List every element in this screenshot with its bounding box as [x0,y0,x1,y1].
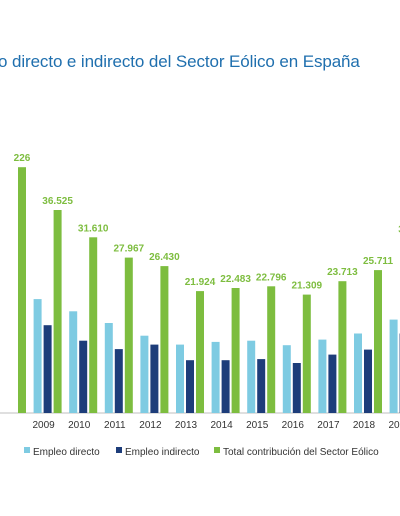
x-tick-2012: 2012 [139,420,162,431]
data-label-2019: 31.431 [398,224,400,235]
bar-2009-series-1 [43,325,52,413]
bar-2016-series-1 [292,363,301,413]
legend-label-2: Total contribución del Sector Eólico [223,447,379,458]
data-label-2009: 36.525 [42,196,73,207]
bar-2014-series-1 [221,360,230,413]
legend-label-0: Empleo directo [33,447,100,458]
x-tick-2017: 2017 [317,420,340,431]
data-label-2011: 27.967 [114,244,145,255]
bar-2018-series-2 [374,270,382,413]
bar-2015-series-2 [267,286,276,413]
bar-2012-series-2 [160,266,169,413]
bar-2012-series-0 [140,335,149,413]
bar-2015-series-0 [247,340,256,413]
chart-title: o directo e indirecto del Sector Eólico … [0,52,360,71]
bar-2018-series-0 [354,333,362,413]
bar-2019-series-0 [389,319,398,413]
legend-swatch-1 [116,447,122,453]
data-label-2013: 21.924 [185,277,216,288]
legend-swatch-0 [24,447,30,453]
data-label-2018: 25.711 [363,256,393,267]
data-label-2012: 26.430 [149,252,180,263]
legend-swatch-2 [214,447,220,453]
legend: Empleo directo Empleo indirecto Total cont… [24,447,379,458]
bar-2014-series-0 [211,341,220,413]
bar-2016-series-0 [282,345,291,413]
x-tick-2011: 2011 [104,420,126,431]
bars-group [18,167,400,413]
labels-group: 226 36.525 2009 31.610 2010 27.967 2011 26.430 2… [14,153,400,431]
x-tick-2016: 2016 [282,420,305,431]
bar-2018-series-1 [364,349,372,413]
data-label-2014: 22.483 [220,274,251,285]
bar-2013-series-1 [186,360,194,413]
bar-2011-series-2 [124,257,133,413]
x-tick-2009: 2009 [32,420,55,431]
bar-2016-series-2 [302,294,311,413]
x-tick-2013: 2013 [175,420,198,431]
legend-label-1: Empleo indirecto [125,447,200,458]
bar-2009-series-2 [53,210,62,413]
bar-2013-series-2 [196,291,204,413]
x-tick-2014: 2014 [210,420,233,431]
bar-edge-series-2 [18,167,26,413]
x-tick-2019: 2019 [388,420,400,431]
x-tick-2010: 2010 [68,420,91,431]
bar-2017-series-1 [328,354,337,413]
bar-2014-series-2 [231,288,240,413]
bar-2012-series-1 [150,344,159,413]
bar-2010-series-2 [89,237,98,413]
bar-2009-series-0 [33,299,42,413]
data-label-2015: 22.796 [256,272,287,283]
data-label-edge: 226 [14,153,31,164]
bar-2011-series-1 [114,349,123,413]
bar-2015-series-1 [257,359,266,413]
x-tick-2015: 2015 [246,420,269,431]
bar-2011-series-0 [104,323,113,413]
bar-2017-series-0 [318,339,327,413]
bar-2010-series-0 [69,311,78,413]
data-label-2010: 31.610 [78,223,109,234]
bar-2017-series-2 [338,281,347,413]
data-label-2016: 21.309 [292,281,323,292]
x-tick-2018: 2018 [353,420,376,431]
bar-2013-series-0 [176,344,184,413]
data-label-2017: 23.713 [327,267,358,278]
bar-2010-series-1 [79,340,88,413]
